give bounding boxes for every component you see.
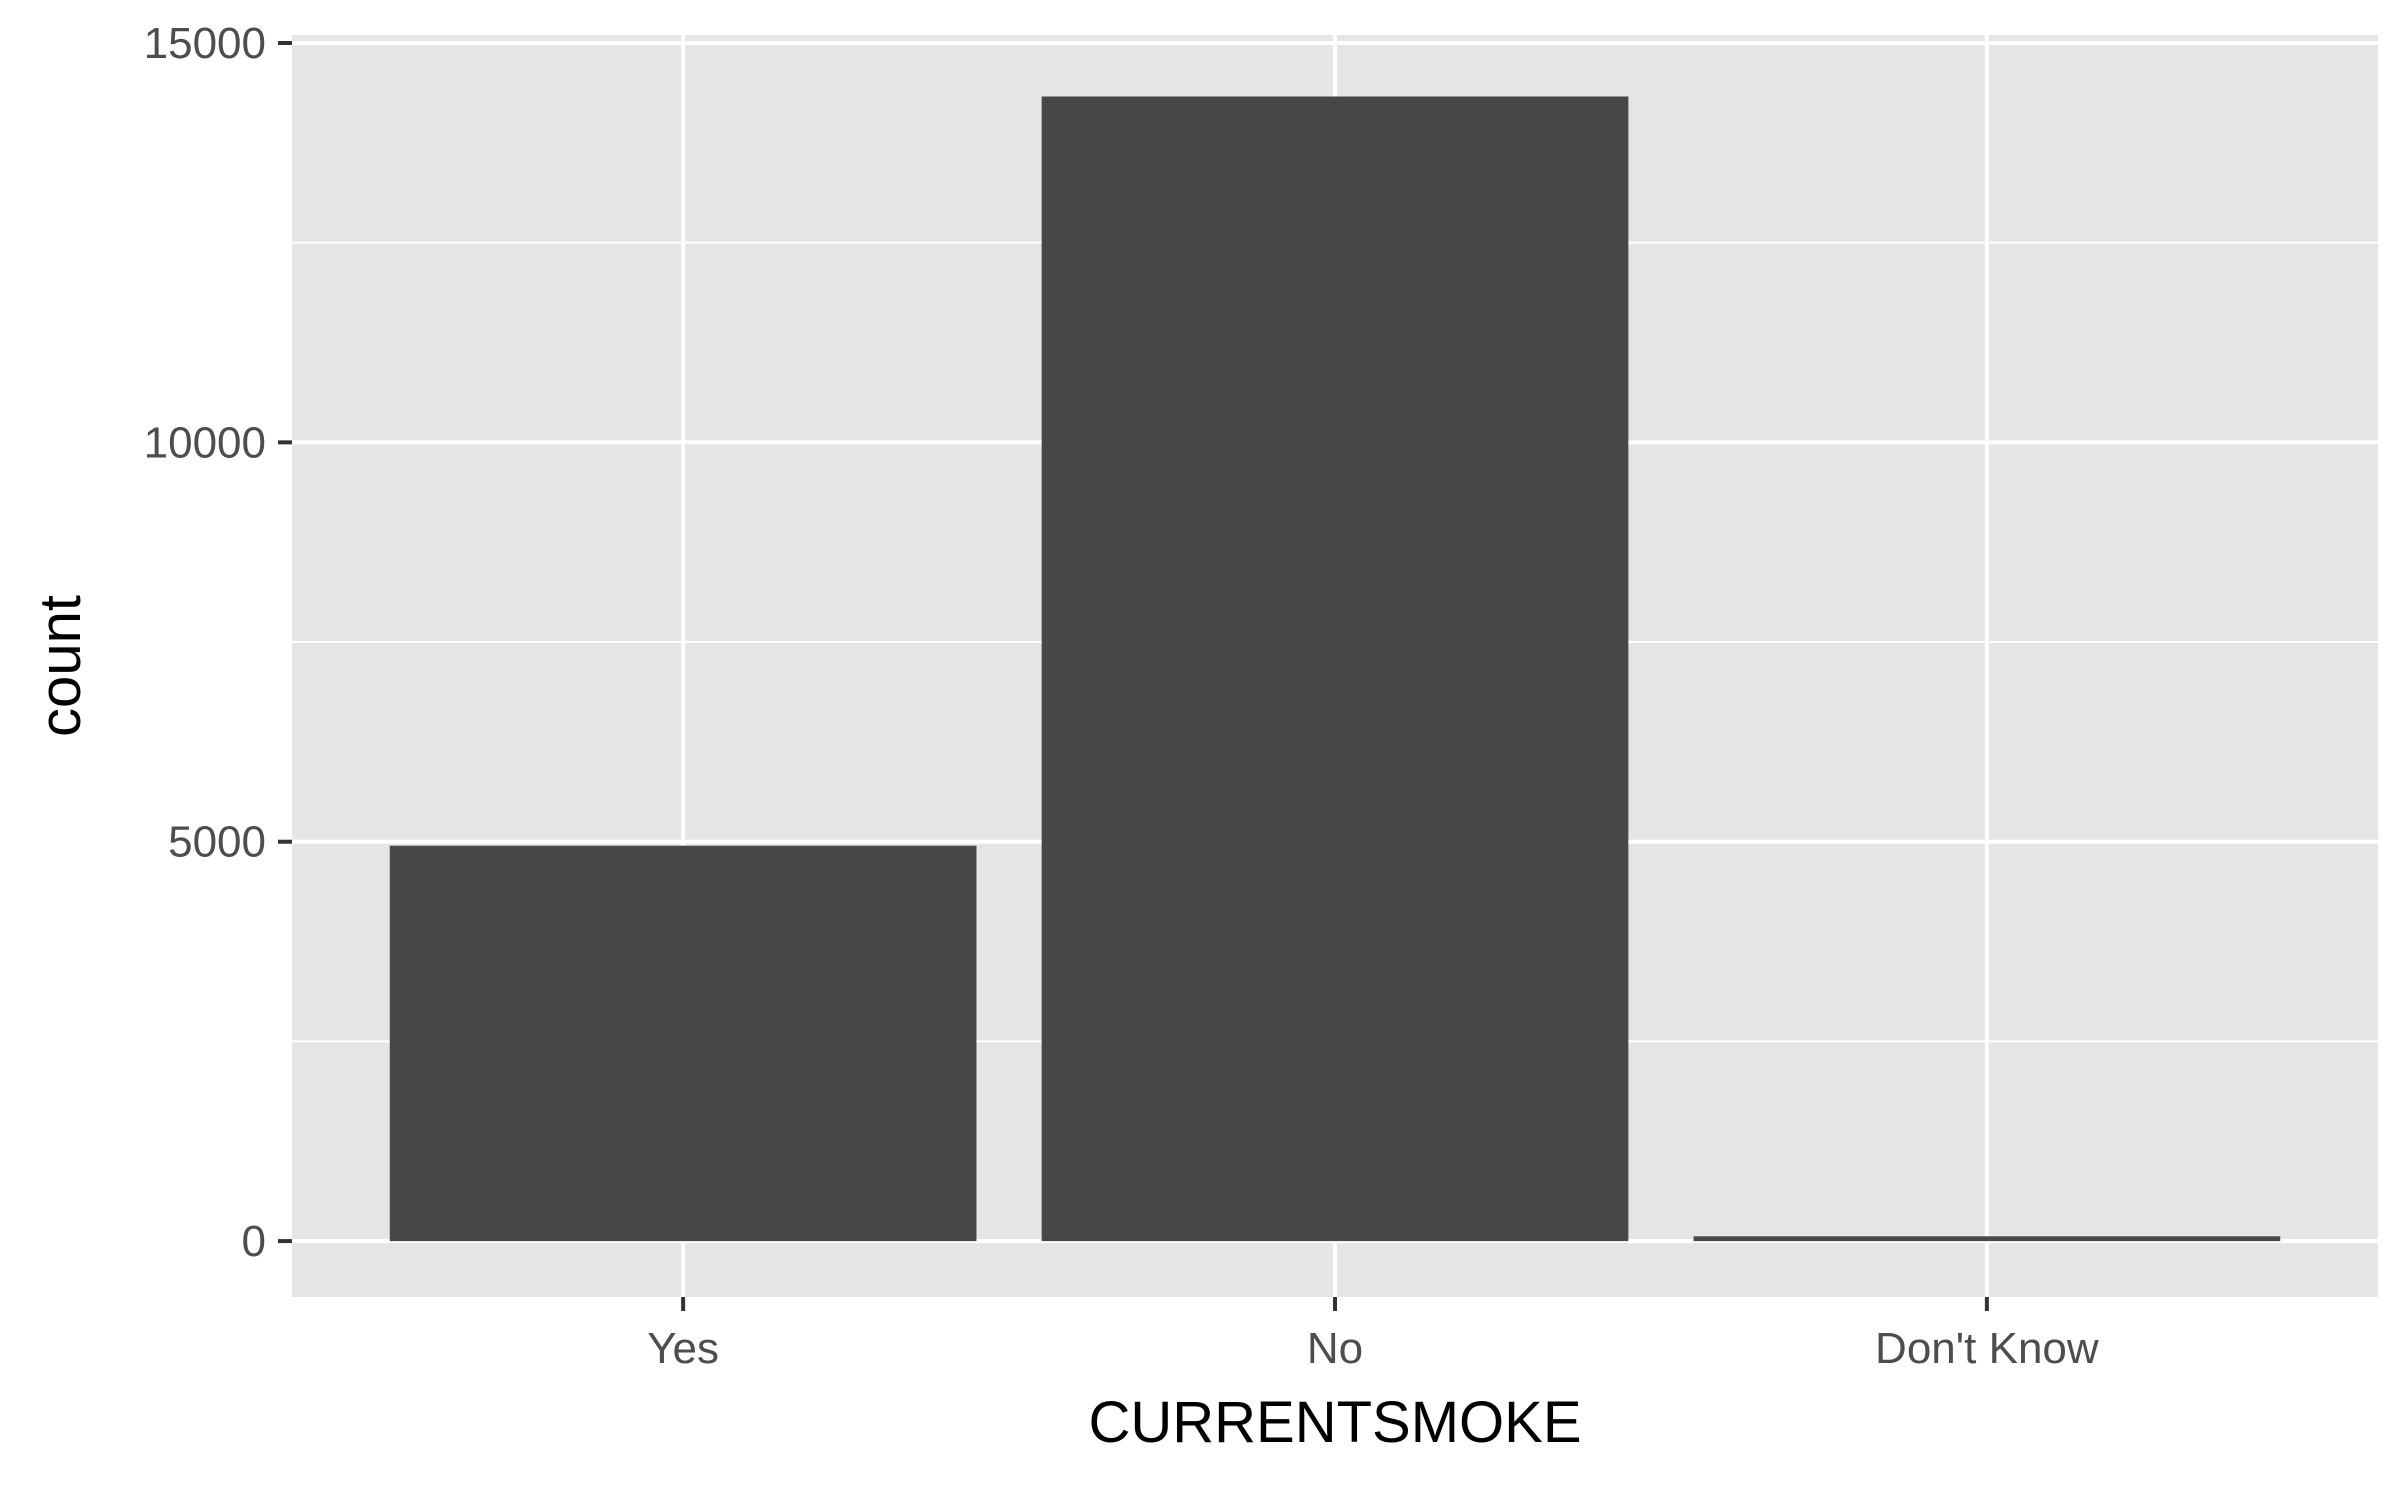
bar-no (1041, 96, 1629, 1242)
bar-don-t-know (1693, 1236, 2281, 1242)
x-tick-label: Yes (647, 1324, 719, 1373)
x-axis-title: CURRENTSMOKE (1088, 1390, 1581, 1455)
x-tick-label: Don't Know (1875, 1324, 2099, 1373)
x-tick-label: No (1307, 1324, 1363, 1373)
y-tick-label: 10000 (144, 418, 266, 467)
y-tick-label: 5000 (168, 818, 266, 867)
axes: 0 5000 10000 15000 Yes No Don't Know (144, 19, 2099, 1373)
bar-yes (389, 845, 977, 1242)
y-tick-label: 15000 (144, 19, 266, 68)
y-tick-label: 0 (242, 1217, 266, 1266)
bars (389, 96, 2281, 1242)
y-axis-title: count (28, 595, 93, 737)
